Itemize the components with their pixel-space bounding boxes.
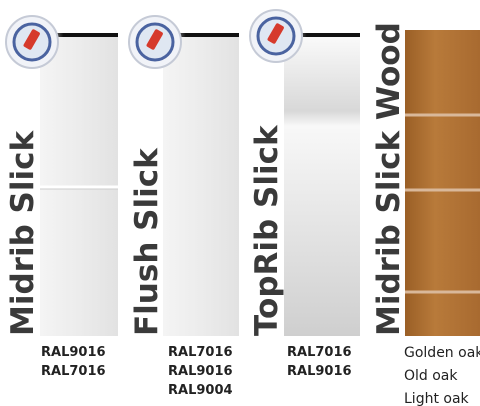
- panel-image: [405, 30, 480, 336]
- color-code: RAL7016: [287, 345, 352, 360]
- wood-name: Light oak: [404, 391, 470, 406]
- panel-image: [284, 36, 360, 336]
- product-sheet: Midrib Slick Flush Slick TopRib Slick Mi…: [0, 0, 480, 406]
- color-code: RAL7016: [168, 345, 233, 360]
- wood-name: Old oak: [404, 368, 458, 384]
- panel-image: [163, 36, 239, 336]
- panel-title: Flush Slick: [129, 147, 165, 336]
- color-code: RAL9004: [168, 383, 233, 398]
- page: Midrib Slick Flush Slick TopRib Slick Mi…: [0, 0, 480, 406]
- panel-title: TopRib Slick: [249, 124, 285, 336]
- color-code: RAL9016: [41, 345, 106, 360]
- color-code: RAL9016: [287, 364, 352, 379]
- badge: [6, 16, 58, 68]
- badge: [250, 10, 302, 62]
- badge: [129, 16, 181, 68]
- panel-title: Midrib Slick Wood: [371, 22, 407, 336]
- color-code: RAL7016: [41, 364, 106, 379]
- panel-title: Midrib Slick: [5, 129, 41, 336]
- color-code: RAL9016: [168, 364, 233, 379]
- wood-name: Golden oak: [404, 345, 480, 361]
